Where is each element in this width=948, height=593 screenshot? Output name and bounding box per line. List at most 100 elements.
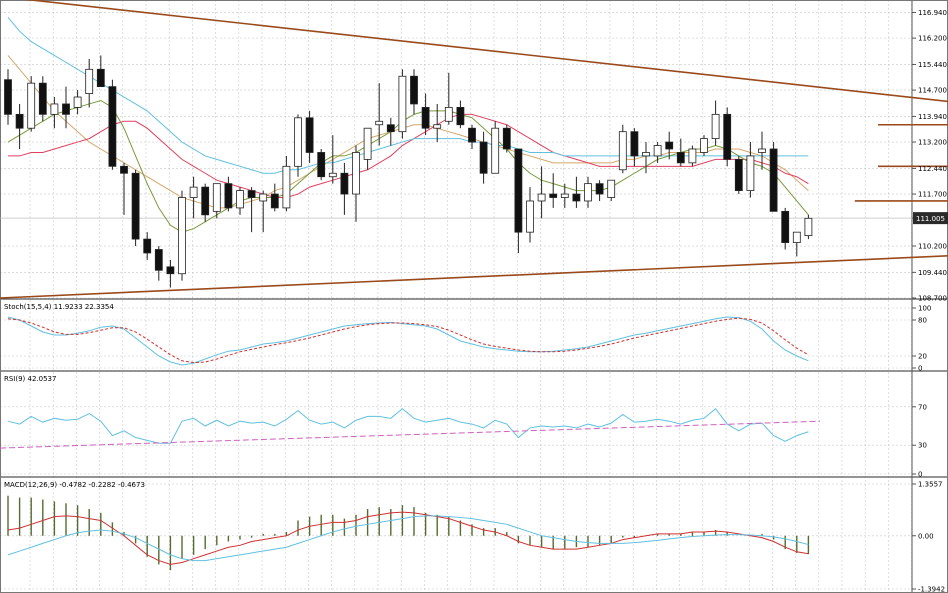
candle-bullish [398, 75, 407, 133]
candle-bearish [386, 124, 395, 133]
rsi-tick-label: 30 [918, 442, 927, 450]
candle-bullish [294, 117, 302, 167]
overlays [0, 0, 948, 299]
trendline-1 [24, 0, 948, 103]
price-tick-label: 114.700 [918, 87, 947, 95]
candle-bearish [468, 127, 476, 143]
candle-bullish [537, 193, 546, 202]
candle-bearish [166, 266, 175, 275]
candle-bullish [27, 82, 36, 129]
price-tick-label: 108.700 [918, 295, 947, 303]
price-tick-label: 109.440 [918, 269, 947, 277]
candle-bearish [340, 172, 349, 195]
candle-bullish [758, 148, 766, 153]
candle-bearish [595, 183, 604, 195]
candle-bullish [688, 148, 697, 164]
candle-bearish [143, 238, 152, 254]
candle-bullish [792, 231, 801, 243]
candle-bullish [236, 190, 244, 209]
candle-bearish [502, 127, 511, 150]
candle-bearish [270, 193, 279, 209]
grid [0, 0, 912, 593]
stoch-tick-label: 80 [918, 317, 927, 325]
candle-bullish [212, 183, 221, 212]
candle-bearish [305, 117, 314, 153]
indicator-label: MACD(12,26,9) -0.4782 -0.2282 -0.4673 [4, 481, 145, 489]
candle-bearish [38, 82, 47, 115]
candle-bearish [479, 141, 488, 174]
candles [4, 55, 813, 288]
indicator-label: RSI(9) 42.0537 [4, 375, 56, 383]
candle-bullish [607, 179, 616, 198]
candle-bearish [781, 210, 790, 243]
candle-bullish [711, 113, 720, 140]
moving-average-4 [7, 99, 809, 233]
indicator-label: Stoch(15,5,4) 11.9233 22.3354 [4, 303, 114, 311]
price-tick-label: 111.700 [918, 191, 947, 199]
candle-bearish [410, 75, 418, 105]
candle-bearish [734, 158, 743, 191]
indicators: Stoch(15,5,4) 11.9233 22.3354 RSI(9) 42.0… [0, 303, 821, 571]
candle-bearish [108, 86, 117, 167]
current-price-box [913, 212, 948, 225]
moving-average-2 [8, 113, 809, 199]
moving-average-3 [7, 17, 809, 174]
candle-bullish [491, 127, 500, 174]
candle-bearish [630, 131, 639, 157]
price-tick-label: 115.440 [918, 61, 947, 69]
candle-bearish [769, 148, 778, 212]
candle-bullish [653, 145, 662, 157]
candle-bullish [746, 155, 755, 191]
candle-bullish [444, 107, 453, 122]
price-tick-label: 113.940 [918, 113, 947, 121]
price-tick-label: 116.940 [918, 9, 947, 17]
stoch-tick-label: 20 [918, 353, 927, 361]
candle-bearish [201, 186, 210, 216]
candle-bearish [514, 148, 523, 233]
candle-bullish [363, 127, 372, 160]
candle-bearish [154, 249, 163, 271]
rsi-line [7, 408, 809, 444]
candle-bullish [189, 186, 198, 198]
candle-bullish [282, 165, 291, 209]
current-price-label: 111.005 [916, 215, 945, 223]
price-tick-label: 112.440 [918, 165, 947, 173]
stoch-tick-label: 100 [918, 305, 931, 313]
price-tick-label: 116.200 [918, 35, 947, 43]
macd-tick-label: 0.00 [918, 532, 934, 540]
candle-bearish [62, 103, 70, 115]
candle-bearish [676, 152, 685, 164]
candle-bearish [317, 152, 326, 178]
candle-bullish [178, 197, 186, 275]
candle-bullish [73, 96, 82, 108]
candle-bearish [549, 193, 558, 198]
candle-bullish [375, 120, 384, 126]
macd-line-1 [7, 511, 809, 565]
candle-bullish [618, 131, 627, 171]
price-tick-label: 113.200 [918, 139, 947, 147]
trendline-2 [0, 255, 948, 299]
candle-bullish [560, 193, 569, 198]
candle-bearish [15, 113, 24, 129]
price-tick-label: 110.200 [918, 243, 947, 251]
candle-bullish [259, 193, 268, 202]
macd-tick-label: 1.3557 [918, 481, 943, 489]
candle-bullish [526, 200, 534, 233]
stoch-line-2 [7, 317, 809, 364]
rsi-trendline [0, 420, 821, 449]
candle-bullish [700, 138, 708, 153]
candle-bearish [224, 183, 233, 209]
stoch-line-1 [7, 316, 809, 366]
candle-bearish [421, 107, 430, 129]
candle-bullish [584, 183, 592, 202]
candle-bearish [120, 165, 128, 174]
stoch-tick-label: 0 [918, 365, 922, 373]
candle-bearish [4, 79, 12, 115]
candle-bullish [328, 172, 337, 178]
candle-bullish [85, 68, 94, 94]
macd-line-2 [7, 515, 809, 562]
moving-average-1 [7, 55, 809, 209]
